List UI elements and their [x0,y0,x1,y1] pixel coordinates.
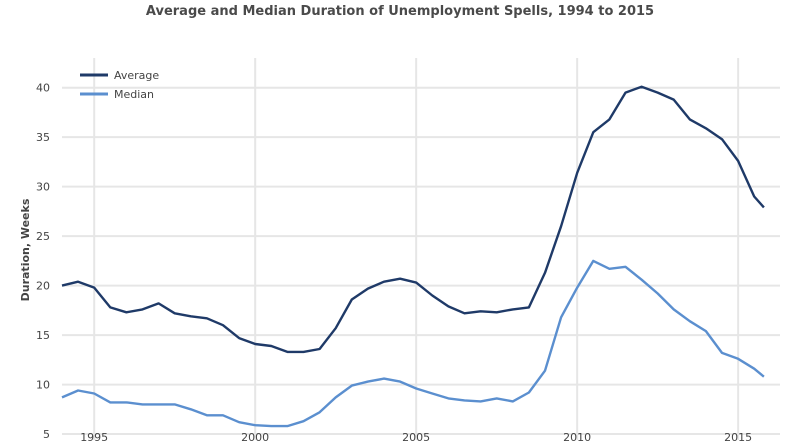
x-tick-label: 1995 [80,431,108,444]
y-axis-title: Duration, Weeks [19,198,32,301]
x-tick-label: 2015 [724,431,752,444]
y-tick-label: 20 [36,280,50,293]
legend: Average Median [80,69,159,101]
series-lines [61,85,765,428]
y-axis-ticks: 5 10 15 20 25 30 35 40 [36,82,50,441]
x-tick-label: 2010 [563,431,591,444]
chart-title: Average and Median Duration of Unemploym… [145,4,655,19]
grid [62,58,780,440]
y-tick-label: 15 [36,329,50,342]
plot-area [62,58,780,440]
y-tick-label: 30 [36,181,50,194]
y-tick-label: 10 [36,379,50,392]
legend-label-median: Median [114,88,154,101]
y-tick-label: 40 [36,82,50,95]
legend-label-average: Average [114,69,159,82]
y-tick-label: 25 [36,230,50,243]
series-line-median [61,259,765,428]
x-tick-label: 2005 [402,431,430,444]
y-tick-label: 5 [43,428,50,441]
x-axis-ticks: 1995 2000 2005 2010 2015 [80,431,752,444]
series-line-average [61,85,765,354]
y-tick-label: 35 [36,131,50,144]
x-tick-label: 2000 [241,431,269,444]
